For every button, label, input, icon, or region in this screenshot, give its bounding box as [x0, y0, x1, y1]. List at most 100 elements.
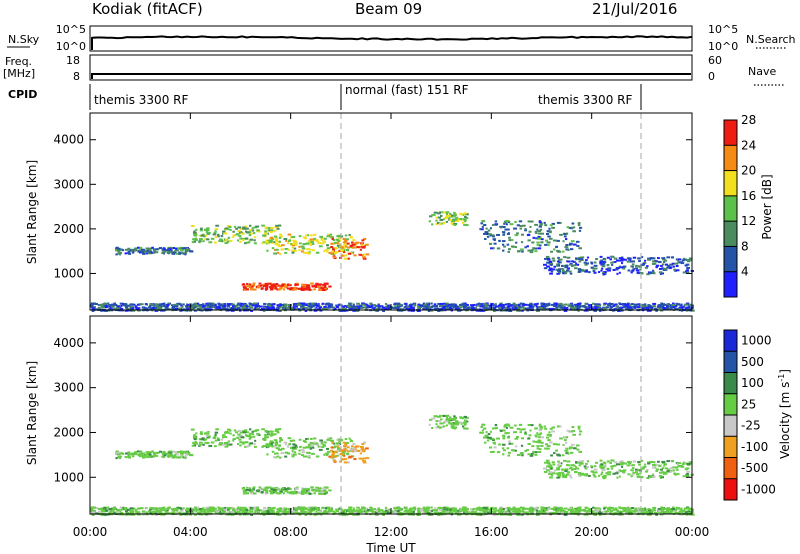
velocity-cell [571, 430, 574, 433]
power-cell [566, 226, 570, 229]
cpid-mode-2: normal (fast) 151 RF [345, 83, 469, 97]
power-cell [268, 282, 272, 285]
velocity-cell [321, 446, 325, 449]
velocity-cell [444, 420, 448, 423]
velocity-cell [492, 439, 496, 442]
power-cell [524, 246, 527, 249]
power-cell [426, 307, 431, 310]
power-cell [553, 248, 556, 251]
power-colorbar-swatch [724, 271, 737, 297]
n-sky-label: N.Sky [8, 33, 40, 46]
power-cell [542, 303, 545, 306]
power-cell [576, 263, 580, 266]
velocity-cell [351, 447, 356, 450]
velocity-cell [549, 471, 553, 474]
power-cell [232, 305, 235, 308]
power-cell [630, 265, 633, 268]
power-cell [123, 303, 127, 306]
velocity-cell [394, 509, 397, 512]
power-cell [328, 252, 332, 255]
power-cell [299, 242, 302, 245]
velocity-cell [559, 437, 563, 440]
velocity-cell [655, 468, 660, 471]
velocity-cell [321, 441, 325, 444]
power-cell [313, 237, 317, 240]
power-cell [500, 226, 503, 229]
power-cell [119, 302, 123, 305]
power-cell [151, 306, 154, 309]
power-cell [313, 233, 317, 236]
power-cell [323, 282, 328, 285]
power-cell [181, 305, 184, 308]
power-cell [612, 261, 615, 264]
power-cell [103, 303, 107, 306]
power-cell [551, 222, 555, 225]
velocity-cell [360, 447, 365, 450]
power-cell [576, 303, 580, 306]
sky-left-bottom-tick: 10^0 [56, 40, 86, 53]
velocity-cell [527, 453, 532, 456]
power-cell [565, 264, 569, 267]
velocity-cell [556, 464, 560, 467]
power-cell [547, 244, 550, 247]
velocity-cell [244, 441, 249, 444]
velocity-cell [239, 435, 244, 438]
velocity-cell [434, 509, 439, 512]
power-cell [456, 218, 460, 221]
velocity-cell [555, 449, 558, 452]
power-cell [660, 302, 663, 305]
velocity-cell [583, 465, 587, 468]
power-cell [362, 253, 366, 256]
power-cell [425, 308, 428, 311]
velocity-cell [193, 441, 198, 444]
velocity-cell [277, 492, 282, 495]
velocity-cell [659, 476, 662, 479]
power-cell [618, 265, 621, 268]
power-cell [328, 305, 332, 308]
velocity-cell [611, 459, 615, 462]
power-cell [572, 243, 577, 246]
power-cell [651, 260, 656, 263]
velocity-cell [569, 467, 573, 470]
velocity-cell [248, 437, 252, 440]
velocity-cell [618, 469, 621, 472]
velocity-cell [340, 458, 344, 461]
velocity-cell [360, 449, 363, 452]
power-cell [481, 220, 486, 223]
velocity-cell [145, 453, 150, 456]
power-cell [527, 249, 532, 252]
power-cell [101, 306, 106, 309]
velocity-cell [565, 441, 568, 444]
power-cell [219, 304, 223, 307]
power-cell [351, 246, 355, 249]
power-cell [666, 256, 671, 259]
power-cell [637, 303, 641, 306]
power-cell [671, 304, 676, 307]
power-cell [531, 241, 535, 244]
power-cell [138, 303, 142, 306]
power-cell [138, 249, 143, 252]
power-cell [162, 309, 165, 312]
velocity-cell [262, 509, 266, 512]
power-cell [546, 233, 549, 236]
velocity-cell [562, 476, 565, 479]
power-cell [214, 230, 217, 233]
velocity-cell [262, 489, 267, 492]
velocity-cell [627, 460, 631, 463]
velocity-cell [524, 431, 527, 434]
velocity-cell [650, 509, 654, 512]
power-cell [454, 218, 458, 221]
velocity-cell [274, 444, 278, 447]
power-cell [548, 260, 553, 263]
velocity-cell [433, 507, 437, 510]
power-cell [563, 309, 568, 312]
power-cell [619, 309, 622, 312]
velocity-cell [107, 509, 111, 512]
power-cell [172, 303, 176, 306]
velocity-cell [472, 508, 475, 511]
power-cell [326, 302, 330, 305]
velocity-cell [553, 469, 557, 472]
power-cell [206, 304, 211, 307]
velocity-cell [226, 509, 231, 512]
velocity-cell [561, 454, 565, 457]
